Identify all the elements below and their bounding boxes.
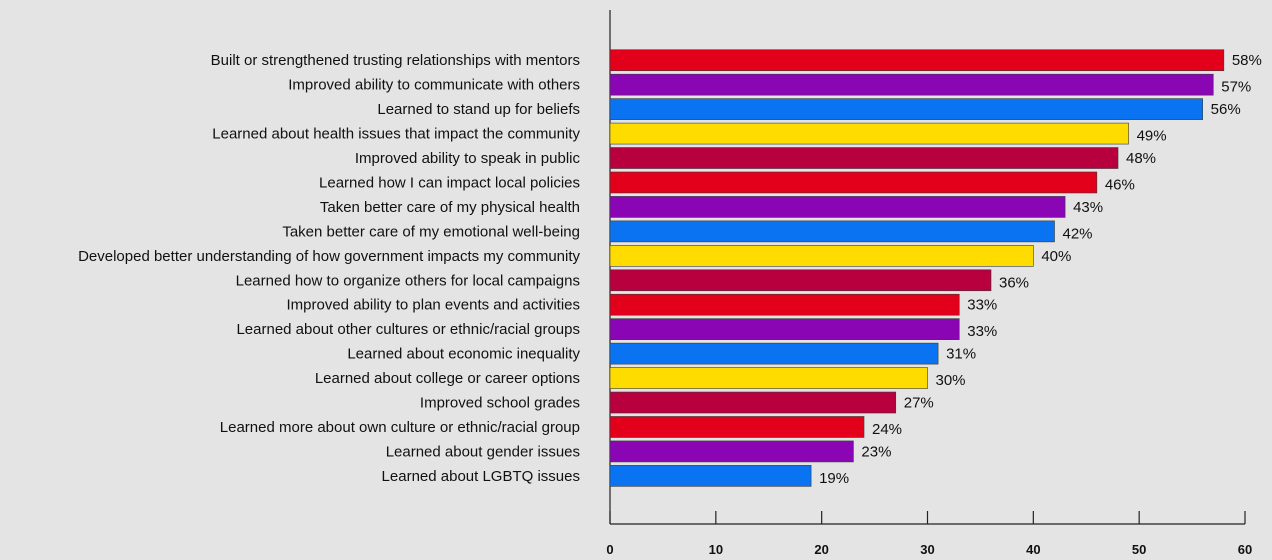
- value-label: 43%: [1073, 199, 1103, 216]
- category-label: Taken better care of my physical health: [320, 199, 580, 216]
- value-label: 58%: [1232, 52, 1262, 69]
- bar: [609, 416, 865, 438]
- category-label: Improved ability to plan events and acti…: [287, 297, 581, 314]
- x-tick-label: 40: [1026, 542, 1040, 557]
- category-label: Learned more about own culture or ethnic…: [220, 419, 580, 436]
- x-tick-label: 50: [1132, 542, 1146, 557]
- category-label: Improved school grades: [420, 395, 580, 412]
- category-label: Taken better care of my emotional well-b…: [282, 223, 580, 240]
- category-label: Learned about economic inequality: [347, 346, 580, 363]
- category-label: Improved ability to communicate with oth…: [288, 77, 580, 94]
- bar: [609, 465, 812, 487]
- category-label: Developed better understanding of how go…: [78, 248, 580, 265]
- x-tick-label: 10: [709, 542, 723, 557]
- bar: [609, 220, 1055, 243]
- bar: [609, 147, 1119, 169]
- bar: [609, 293, 960, 316]
- value-label: 36%: [999, 274, 1029, 291]
- bar: [609, 122, 1129, 145]
- value-labels: 58%57%56%49%48%46%43%42%40%36%33%33%31%3…: [819, 52, 1262, 487]
- value-label: 31%: [946, 346, 976, 363]
- x-tick-label: 60: [1238, 542, 1252, 557]
- category-label: Learned about health issues that impact …: [212, 126, 580, 143]
- value-label: 40%: [1041, 248, 1071, 265]
- value-label: 56%: [1211, 101, 1241, 118]
- bar: [609, 391, 897, 414]
- x-ticks: 0 10 20 30 40 50 60: [606, 511, 1252, 557]
- value-label: 49%: [1137, 128, 1167, 145]
- bar: [609, 98, 1203, 120]
- bar: [609, 318, 960, 340]
- category-label: Learned about college or career options: [315, 370, 580, 387]
- category-label: Improved ability to speak in public: [355, 150, 581, 167]
- value-label: 48%: [1126, 150, 1156, 167]
- bar: [609, 196, 1066, 218]
- bar: [609, 73, 1214, 96]
- bar: [609, 49, 1225, 72]
- bar: [609, 269, 992, 292]
- bar: [609, 440, 854, 463]
- value-label: 24%: [872, 421, 902, 438]
- category-label: Learned how I can impact local policies: [319, 174, 580, 191]
- value-label: 19%: [819, 470, 849, 487]
- bar: [609, 171, 1098, 194]
- bar: [609, 245, 1034, 267]
- bars-layer: [609, 49, 1225, 487]
- value-label: 23%: [861, 443, 891, 460]
- category-label: Learned about gender issues: [386, 443, 580, 460]
- x-tick-label: 20: [814, 542, 828, 557]
- x-tick-label: 0: [606, 542, 613, 557]
- category-labels: Built or strengthened trusting relations…: [78, 52, 580, 485]
- category-label: Built or strengthened trusting relations…: [211, 52, 580, 69]
- category-label: Learned about other cultures or ethnic/r…: [236, 321, 580, 338]
- value-label: 33%: [967, 323, 997, 340]
- value-label: 57%: [1221, 79, 1251, 96]
- value-label: 42%: [1063, 225, 1093, 242]
- x-tick-label: 30: [920, 542, 934, 557]
- value-label: 33%: [967, 297, 997, 314]
- value-label: 30%: [936, 372, 966, 389]
- bar: [609, 367, 928, 389]
- bar: [609, 342, 939, 365]
- category-label: Learned to stand up for beliefs: [377, 101, 580, 118]
- value-label: 46%: [1105, 176, 1135, 193]
- category-label: Learned about LGBTQ issues: [382, 468, 580, 485]
- value-label: 27%: [904, 395, 934, 412]
- category-label: Learned how to organize others for local…: [236, 272, 580, 289]
